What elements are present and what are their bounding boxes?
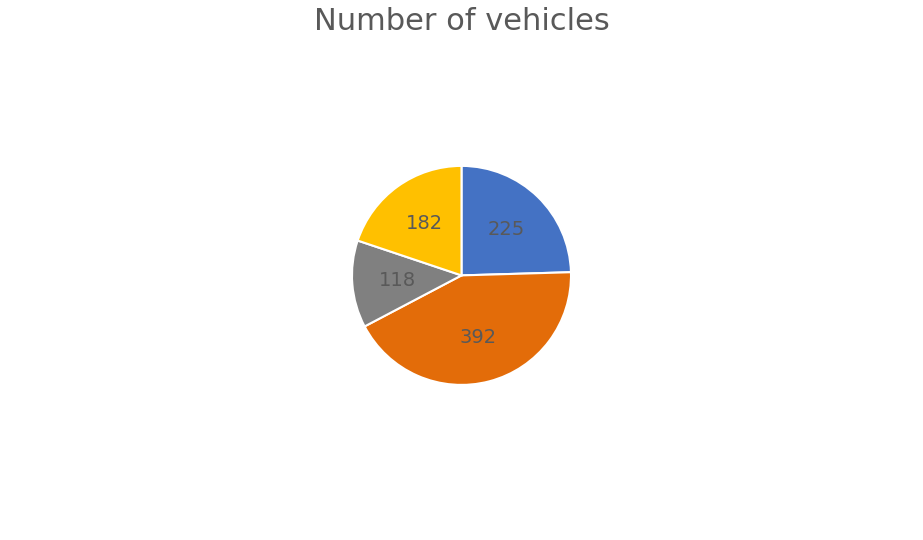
Text: 392: 392 <box>460 328 497 347</box>
Text: 225: 225 <box>487 220 525 239</box>
Text: 182: 182 <box>405 214 443 233</box>
Legend: HC, PH, Exec, Sch: HC, PH, Exec, Sch <box>310 537 613 540</box>
Wedge shape <box>462 166 571 275</box>
Wedge shape <box>352 240 462 327</box>
Wedge shape <box>358 166 462 275</box>
Text: 118: 118 <box>379 271 416 290</box>
Wedge shape <box>365 272 571 385</box>
Title: Number of vehicles: Number of vehicles <box>314 7 609 36</box>
